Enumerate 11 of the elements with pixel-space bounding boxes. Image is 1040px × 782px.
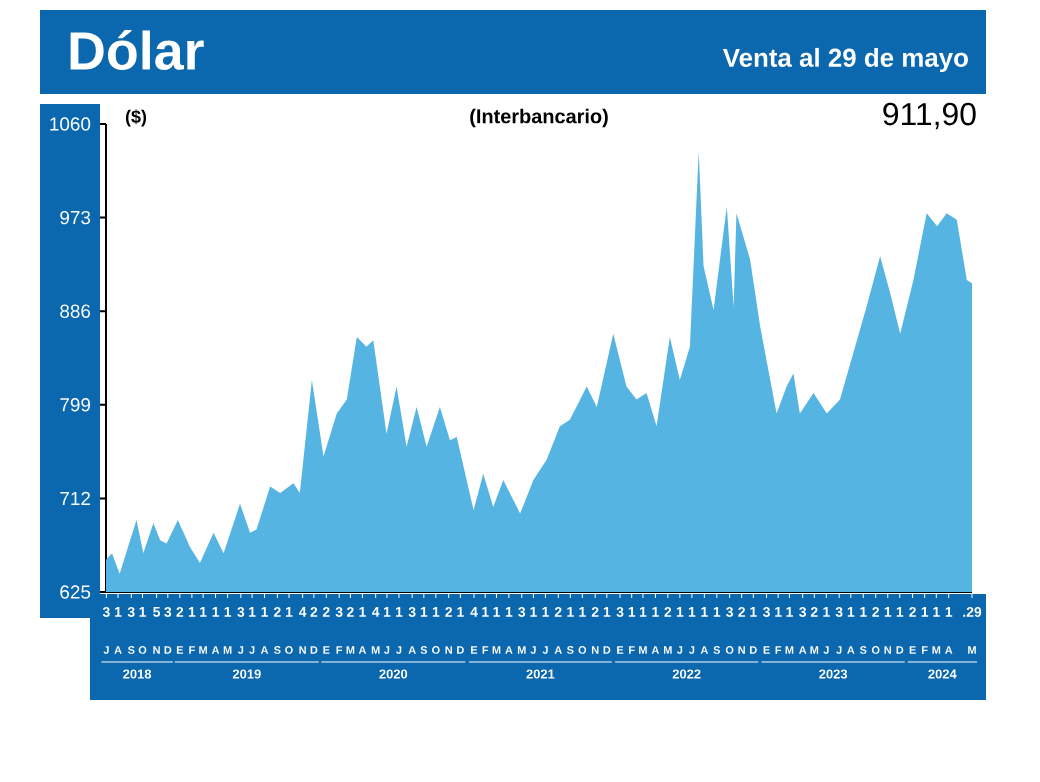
y-tick-label: 799 <box>60 398 91 412</box>
chart-subtitle: Venta al 29 de mayo <box>722 47 968 73</box>
annotation: (Interbancario) <box>470 108 608 128</box>
y-tick-label: 886 <box>60 304 91 318</box>
y-axis-title: ($) <box>125 109 147 127</box>
y-tick-label: 973 <box>60 210 91 225</box>
y-tick-label: 1060 <box>50 117 91 131</box>
y-tick-label: 625 <box>60 585 91 599</box>
chart-title: Dólar <box>70 29 204 70</box>
y-tick-label: 712 <box>60 491 91 506</box>
annotation: 911,90 <box>883 102 976 130</box>
